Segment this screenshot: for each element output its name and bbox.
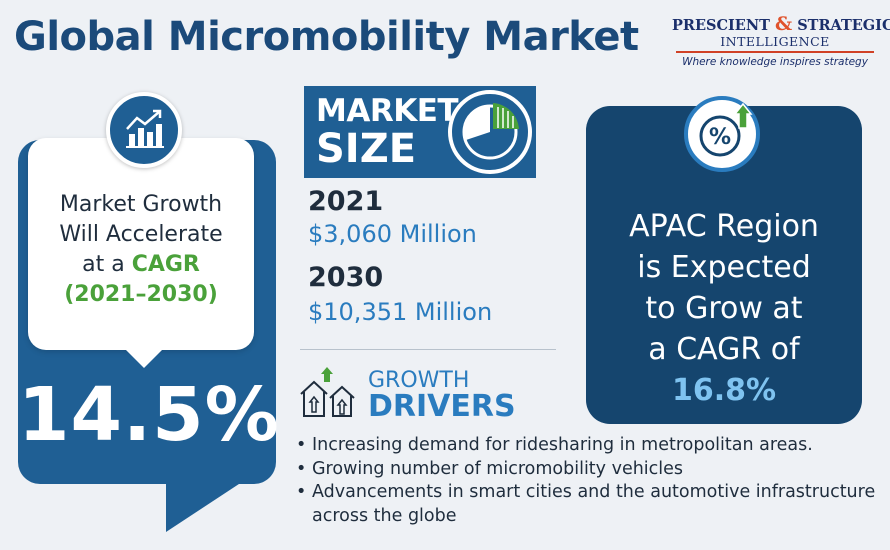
page-title: Global Micromobility Market: [14, 14, 639, 60]
logo-tagline: Where knowledge inspires strategy: [682, 56, 868, 68]
list-item: Increasing demand for ridesharing in met…: [294, 434, 884, 458]
pie-chart-icon: [448, 90, 532, 174]
market-size-year: 2021: [308, 186, 384, 217]
market-size-value: $10,351 Million: [308, 298, 493, 326]
logo-divider: [676, 51, 874, 53]
section-divider: [300, 349, 556, 350]
market-size-year: 2030: [308, 262, 384, 293]
cagr-callout: [28, 138, 254, 350]
list-item: Advancements in smart cities and the aut…: [294, 481, 884, 528]
apac-description: APAC Region is Expected to Grow at a CAG…: [586, 206, 862, 411]
cagr-callout-tail: [124, 348, 164, 368]
apac-cagr-value: 16.8%: [671, 373, 777, 408]
bar-chart-growth-icon: [106, 92, 182, 168]
cagr-value: 14.5%: [18, 372, 280, 458]
market-size-value: $3,060 Million: [308, 220, 477, 248]
growth-drivers-list: Increasing demand for ridesharing in met…: [294, 434, 884, 528]
company-logo: PRESCIENT & STRATEGIC INTELLIGENCE Where…: [672, 13, 890, 84]
houses-up-arrow-icon: [298, 364, 362, 420]
cagr-description: Market Growth Will Accelerate at a CAGR …: [28, 190, 254, 310]
logo-name: PRESCIENT & STRATEGIC: [672, 13, 890, 35]
growth-drivers-title: GROWTH DRIVERS: [368, 368, 516, 424]
cagr-period: (2021–2030): [64, 282, 218, 307]
cagr-panel-tail: [166, 482, 242, 532]
svg-text:%: %: [709, 125, 731, 150]
list-item: Growing number of micromobility vehicles: [294, 458, 884, 482]
percent-growth-icon: %: [684, 96, 760, 172]
logo-name-line2: INTELLIGENCE: [720, 34, 830, 49]
market-size-label: MARKET SIZE: [316, 93, 459, 172]
